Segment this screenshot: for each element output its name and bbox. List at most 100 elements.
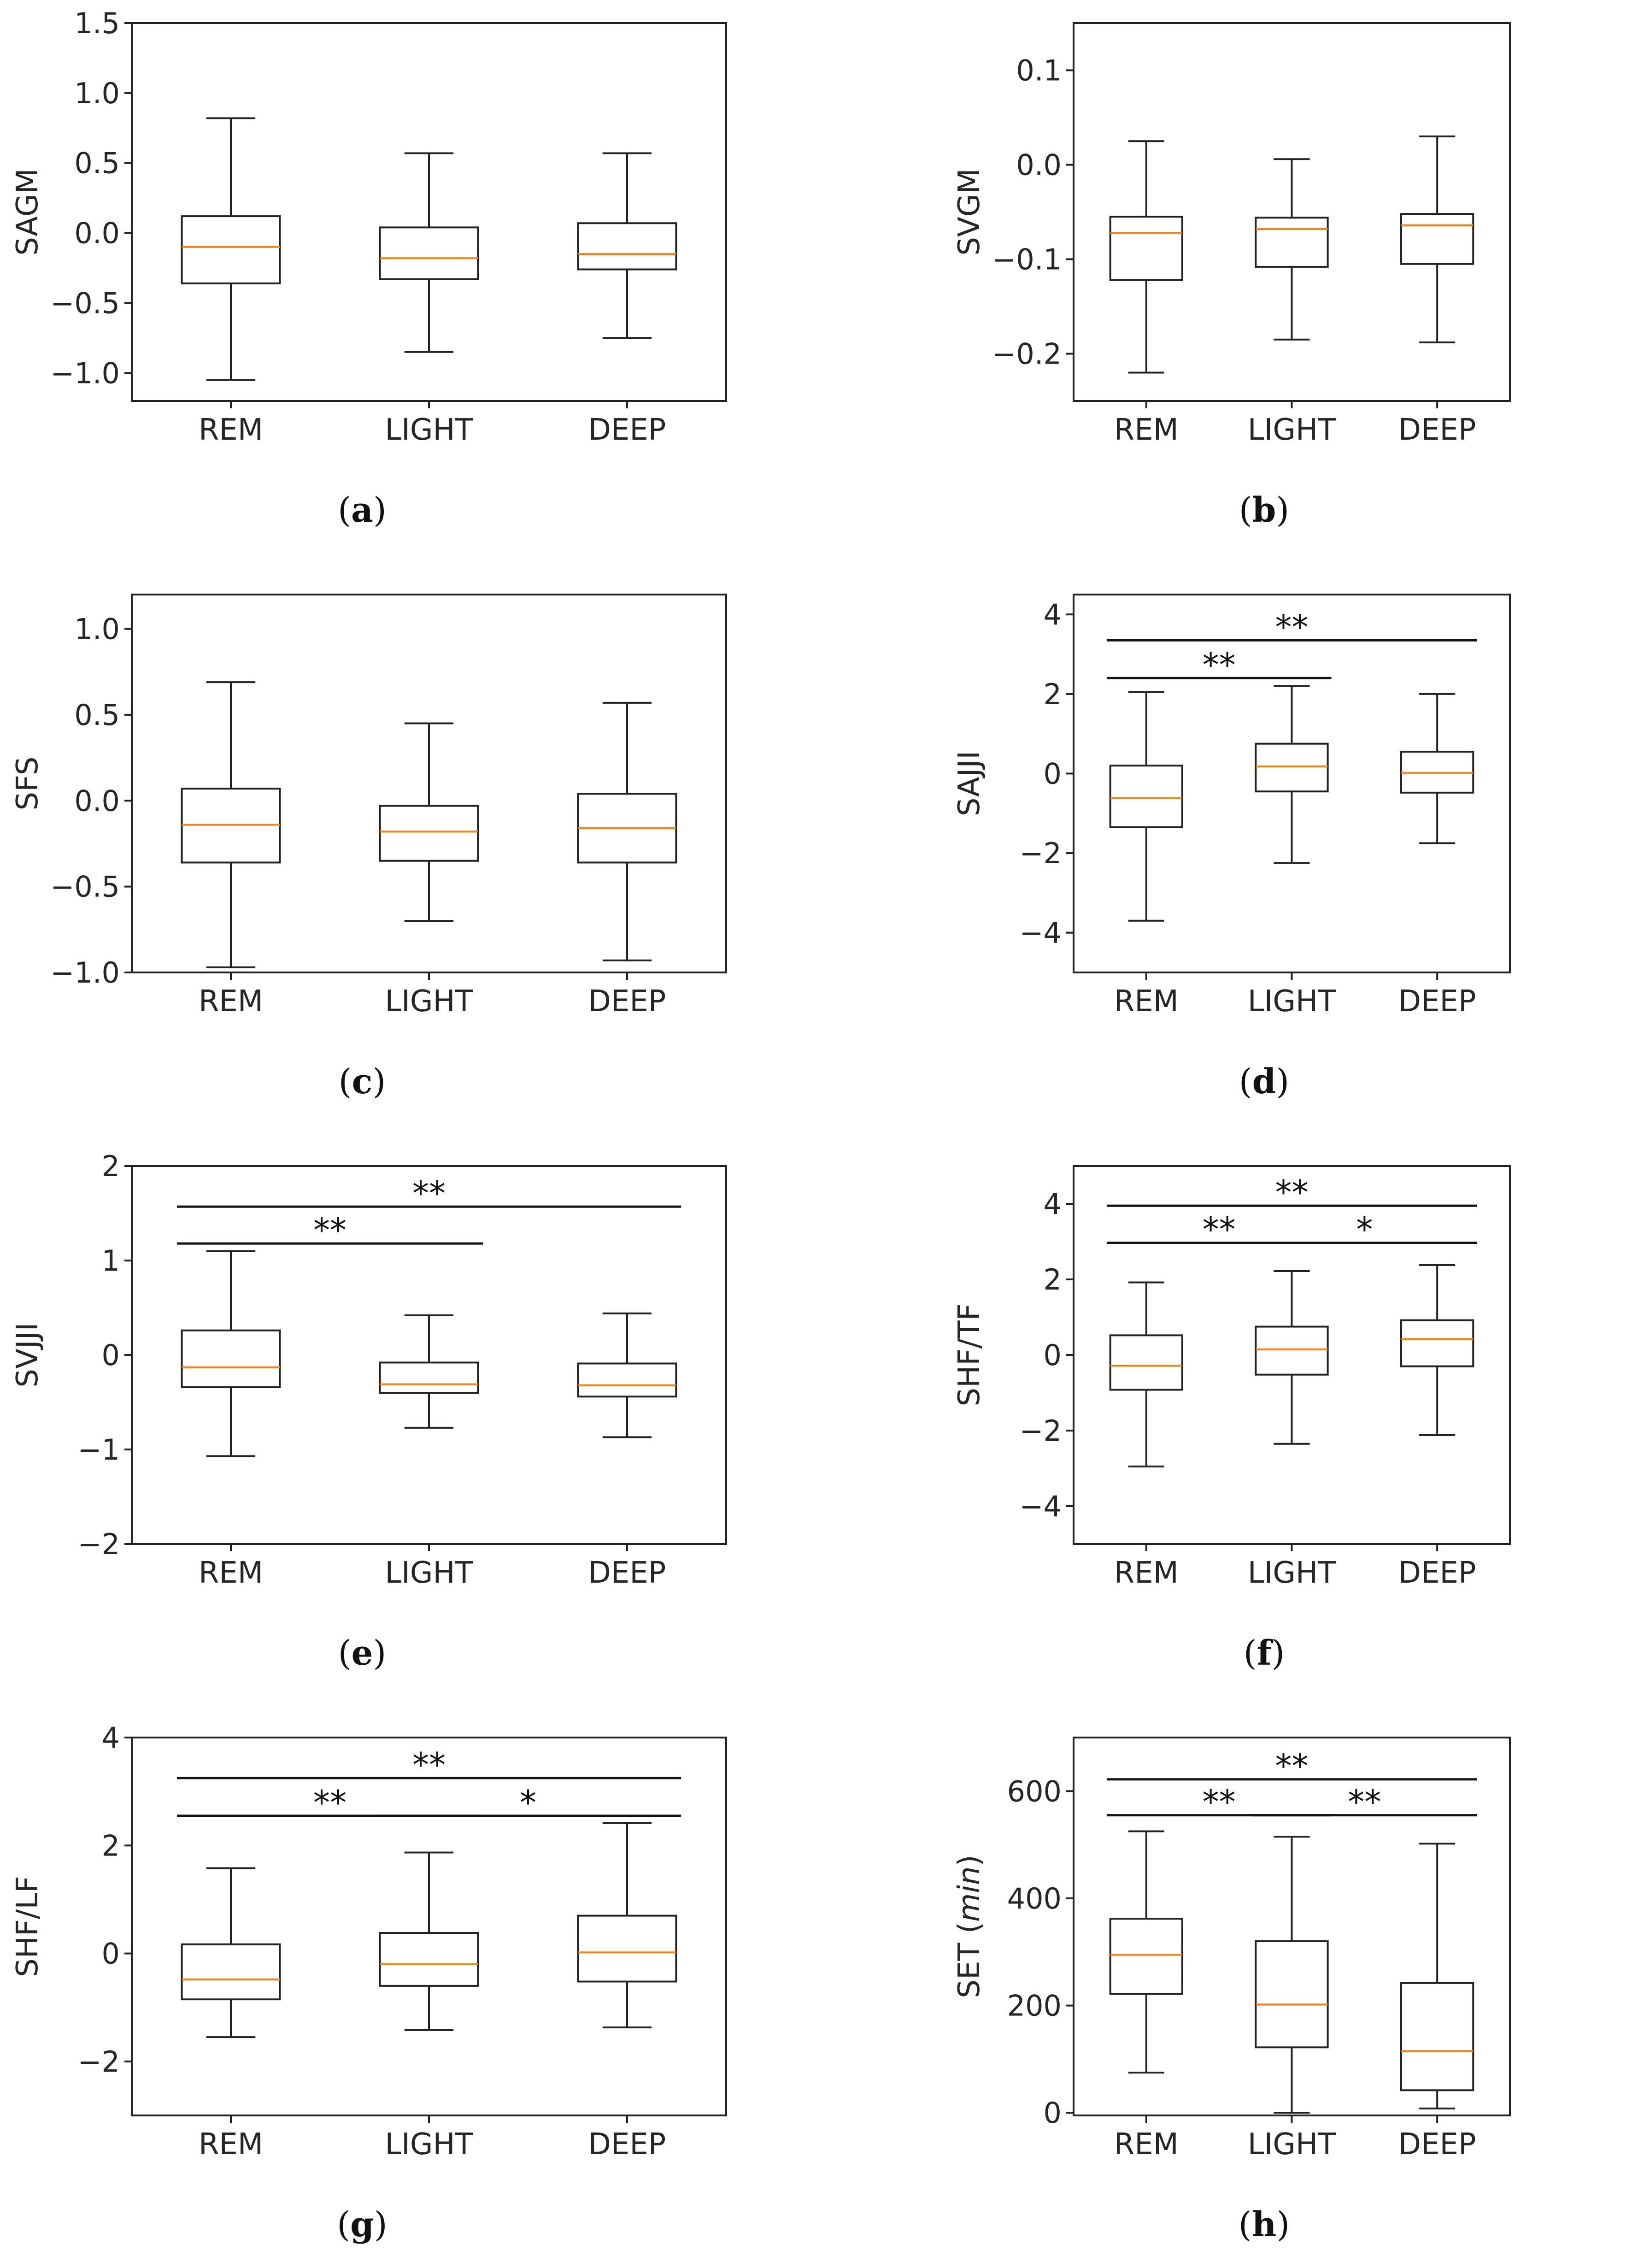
y-tick-label: 1.5 <box>74 6 120 40</box>
panel-caption: (h) <box>1239 2205 1290 2244</box>
y-axis-label: SAGM <box>11 168 45 255</box>
y-axis-label: SFS <box>11 757 45 811</box>
x-tick-label-deep: DEEP <box>588 1556 666 1590</box>
box-deep <box>577 1822 677 2029</box>
x-tick-label-rem: REM <box>199 1556 263 1590</box>
y-tick-label: 0.0 <box>74 784 120 818</box>
iqr-box <box>379 805 479 862</box>
box-rem <box>1109 691 1183 922</box>
y-axis-label-main: SET ( <box>952 1922 986 1998</box>
x-tick-label-deep: DEEP <box>1398 1556 1476 1590</box>
y-tick-label: −0.5 <box>50 870 120 904</box>
y-tick-label: 0 <box>1044 2096 1062 2130</box>
x-tick-label-deep: DEEP <box>1398 413 1476 447</box>
y-tick-label: −1.0 <box>50 356 120 390</box>
x-tick-label-deep: DEEP <box>1398 984 1476 1019</box>
box-rem <box>181 1867 281 2038</box>
panel-c: −1.0 −0.5 0.0 0.5 1.0 SFS REM LIGHT DEEP (c) <box>11 594 727 1102</box>
y-tick-label: −2 <box>78 1527 120 1561</box>
significance-label: ** <box>412 1174 446 1213</box>
x-tick-label-deep: DEEP <box>588 2127 666 2162</box>
y-axis-label-unit: min <box>952 1866 986 1922</box>
panel-h: 0 200 400 600 SET (min) REM LIGHT DEEP ** ** ** (h) <box>952 1737 1511 2244</box>
significance-label: ** <box>1275 1747 1309 1785</box>
iqr-box <box>577 1362 677 1398</box>
x-tick-label-light: LIGHT <box>385 413 473 447</box>
caption-open: ( <box>338 490 351 530</box>
panel-caption: (b) <box>1239 490 1290 530</box>
significance-label: ** <box>1203 1210 1236 1249</box>
caption-open: ( <box>1239 1062 1252 1102</box>
significance-label: ** <box>1203 645 1236 684</box>
caption-open: ( <box>339 1062 352 1102</box>
caption-letter: a <box>351 490 373 530</box>
box-rem <box>181 1250 281 1457</box>
x-tick-label-rem: REM <box>1114 1556 1179 1590</box>
significance-label: * <box>1356 1210 1373 1249</box>
caption-letter: h <box>1252 2205 1277 2244</box>
iqr-box <box>1400 213 1474 265</box>
x-tick-label-light: LIGHT <box>1248 2127 1336 2162</box>
x-tick-label-deep: DEEP <box>588 984 666 1019</box>
caption-letter: f <box>1257 1633 1274 1673</box>
y-tick-label: 0 <box>102 1338 120 1372</box>
y-axis-label: SHF/TF <box>952 1303 986 1406</box>
iqr-box <box>181 1943 281 2001</box>
x-tick-label-light: LIGHT <box>1248 413 1336 447</box>
y-tick-label: 2 <box>1044 1263 1062 1296</box>
significance-label: ** <box>313 1211 346 1249</box>
y-tick-label: −0.2 <box>992 337 1062 371</box>
y-tick-label: −4 <box>1020 1490 1062 1523</box>
x-tick-label-rem: REM <box>1114 2127 1179 2162</box>
y-tick-label: −2 <box>1020 1414 1062 1448</box>
y-axis-label: SHF/LF <box>11 1876 45 1977</box>
y-tick-label: 0.1 <box>1016 54 1062 88</box>
box-deep <box>1400 135 1474 343</box>
y-tick-label: −1.0 <box>50 956 120 990</box>
box-light <box>1255 685 1329 864</box>
box-deep <box>577 1312 677 1438</box>
panel-caption: (a) <box>338 490 387 530</box>
caption-letter: d <box>1252 1062 1276 1102</box>
iqr-box <box>1400 1982 1474 2091</box>
x-tick-label-light: LIGHT <box>385 2127 473 2162</box>
box-rem <box>1109 140 1183 374</box>
caption-open: ( <box>337 2205 350 2244</box>
y-tick-label: 400 <box>1007 1882 1062 1915</box>
plot-frame <box>1073 594 1511 973</box>
significance-label: ** <box>1348 1783 1381 1821</box>
y-tick-label: −1 <box>78 1433 120 1467</box>
x-tick-label-deep: DEEP <box>588 413 666 447</box>
panel-caption: (e) <box>338 1633 387 1673</box>
x-tick-label-light: LIGHT <box>385 984 473 1019</box>
y-tick-label: 0.5 <box>74 147 120 180</box>
panel-caption: (c) <box>339 1062 386 1102</box>
iqr-box <box>1109 1334 1183 1391</box>
y-tick-label: 200 <box>1007 1989 1062 2023</box>
box-deep <box>1400 1264 1474 1436</box>
significance-label: * <box>520 1783 536 1822</box>
caption-close: ) <box>373 490 387 530</box>
y-tick-label: 0.0 <box>1016 148 1062 182</box>
box-light <box>379 1314 479 1429</box>
caption-close: ) <box>1276 1062 1289 1102</box>
caption-close: ) <box>1276 490 1289 530</box>
box-light <box>1255 158 1329 341</box>
y-tick-label: 1.0 <box>74 77 120 110</box>
panel-caption: (d) <box>1239 1062 1290 1102</box>
iqr-box <box>1255 1940 1329 2049</box>
y-tick-label: 0 <box>1044 1338 1062 1372</box>
box-light <box>1255 1836 1329 2114</box>
significance-label: ** <box>313 1783 346 1822</box>
y-axis-label: SVGM <box>952 168 986 255</box>
box-rem <box>181 117 281 381</box>
y-tick-label: −0.5 <box>50 286 120 320</box>
y-tick-label: −4 <box>1020 916 1062 950</box>
y-tick-label: 1 <box>102 1244 120 1278</box>
panel-caption: (f) <box>1244 1633 1285 1673</box>
iqr-box <box>577 1915 677 1983</box>
y-tick-label: 0.5 <box>74 698 120 732</box>
significance-label: ** <box>1275 607 1309 646</box>
